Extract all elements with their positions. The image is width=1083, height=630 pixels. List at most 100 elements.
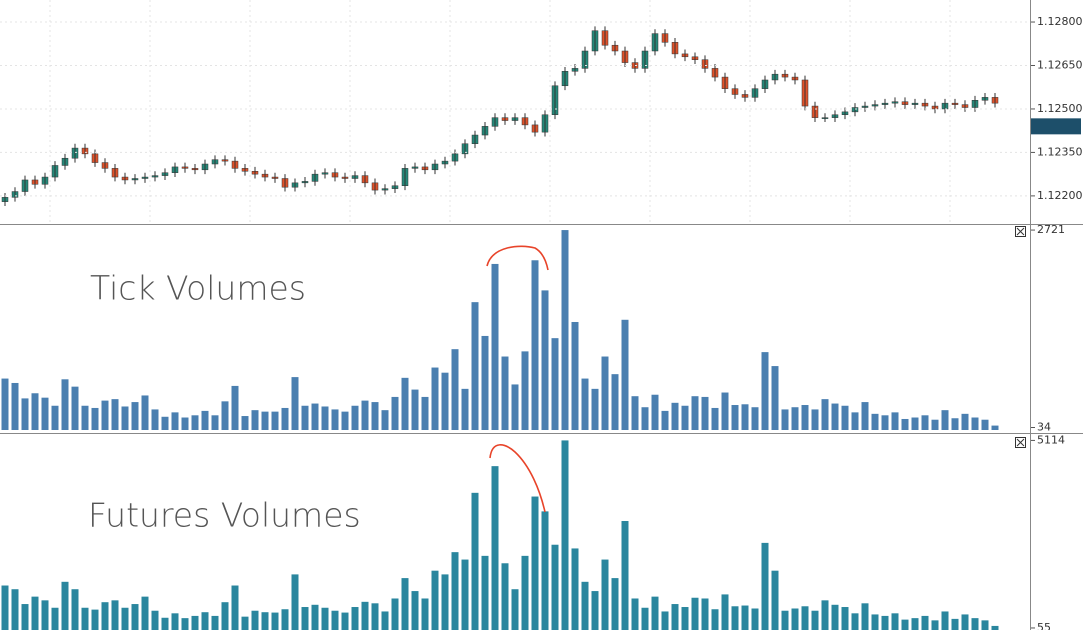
volume-bar	[311, 403, 319, 430]
volume-bar	[121, 607, 129, 630]
volume-bar	[851, 613, 859, 630]
volume-bar	[181, 618, 189, 630]
volume-bar	[711, 609, 719, 630]
close-button[interactable]	[1015, 437, 1026, 448]
volume-bar	[701, 396, 709, 430]
volume-bar	[421, 598, 429, 630]
volume-bar	[311, 604, 319, 630]
volume-bar	[641, 607, 649, 630]
volume-bar	[751, 407, 759, 430]
volume-bar	[871, 614, 879, 630]
volume-bar	[901, 619, 909, 630]
volume-bar	[501, 356, 509, 430]
volume-bar	[61, 581, 69, 630]
volume-bar	[101, 602, 109, 630]
volume-bar	[671, 604, 679, 630]
volume-bar	[721, 392, 729, 430]
volume-bar	[931, 419, 939, 430]
volume-bar	[591, 591, 599, 630]
volume-bar	[571, 321, 579, 430]
volume-bar	[341, 411, 349, 430]
volume-bar	[711, 407, 719, 430]
volume-bar	[811, 409, 819, 430]
volume-bar	[741, 404, 749, 430]
volume-bar	[881, 415, 889, 430]
volume-bar	[371, 402, 379, 430]
volume-bar	[331, 409, 339, 430]
volume-bar	[691, 396, 699, 430]
volume-bar	[81, 405, 89, 430]
volume-bar	[31, 596, 39, 630]
volume-bar	[161, 416, 169, 430]
volume-bar	[591, 388, 599, 430]
volume-bar	[521, 351, 529, 430]
volume-bar	[541, 511, 549, 630]
volume-bar	[301, 405, 309, 430]
volume-bar	[301, 607, 309, 630]
volume-bar	[621, 319, 629, 430]
volume-bar	[951, 618, 959, 630]
volume-bar	[821, 600, 829, 630]
volume-bar	[251, 610, 259, 630]
y-tick-label: 1.12500	[1037, 102, 1083, 115]
volume-bar	[161, 617, 169, 630]
volume-bar	[111, 600, 119, 630]
volume-bar	[731, 405, 739, 430]
volume-bar	[611, 578, 619, 630]
volume-bar	[891, 613, 899, 630]
volume-bar	[361, 400, 369, 430]
volume-bar	[561, 440, 569, 630]
volume-bar	[571, 548, 579, 630]
volume-bar	[661, 611, 669, 630]
y-tick-label: 1.12200	[1037, 189, 1083, 202]
y-tick-label: 1.12800	[1037, 15, 1083, 28]
close-button[interactable]	[1015, 226, 1026, 237]
volume-bar	[631, 598, 639, 630]
volume-bar	[431, 570, 439, 630]
volume-bar	[801, 405, 809, 430]
y-tick-label: 2721	[1037, 223, 1065, 236]
volume-bar	[831, 403, 839, 430]
volume-bar	[991, 425, 999, 430]
volume-bar	[221, 602, 229, 630]
volume-bar	[241, 616, 249, 630]
volume-bar	[21, 604, 29, 630]
volume-bar	[661, 410, 669, 430]
volume-bar	[761, 352, 769, 430]
volume-bar	[231, 385, 239, 430]
volume-bar	[381, 410, 389, 430]
volume-bar	[1, 378, 9, 430]
volume-bar	[411, 591, 419, 630]
volume-bar	[91, 609, 99, 630]
volume-bar	[901, 418, 909, 430]
volume-bar	[861, 402, 869, 430]
volume-bar	[111, 399, 119, 430]
volume-bar	[411, 389, 419, 430]
volume-bar	[651, 596, 659, 630]
volume-bar	[431, 367, 439, 430]
volume-bar	[321, 406, 329, 430]
volume-bar	[451, 552, 459, 630]
volume-bar	[121, 406, 129, 430]
volume-bar	[911, 618, 919, 630]
volume-bar	[991, 625, 999, 630]
volume-bar	[41, 397, 49, 430]
volume-bar	[611, 374, 619, 430]
volume-bar	[981, 419, 989, 430]
volume-bar	[781, 409, 789, 430]
volume-bar	[341, 612, 349, 630]
volume-bar	[481, 335, 489, 430]
volume-bar	[581, 581, 589, 630]
volume-bar	[441, 574, 449, 630]
volume-bar	[271, 612, 279, 630]
volume-bar	[771, 366, 779, 430]
volume-bar	[541, 290, 549, 430]
volume-bar	[471, 492, 479, 630]
volume-bar	[181, 417, 189, 430]
panel-annotation: Futures Volumes	[88, 496, 361, 535]
volume-bar	[931, 620, 939, 630]
volume-bar	[731, 606, 739, 630]
volume-bar	[841, 405, 849, 430]
volume-bar	[771, 570, 779, 630]
volume-bar	[11, 382, 19, 430]
